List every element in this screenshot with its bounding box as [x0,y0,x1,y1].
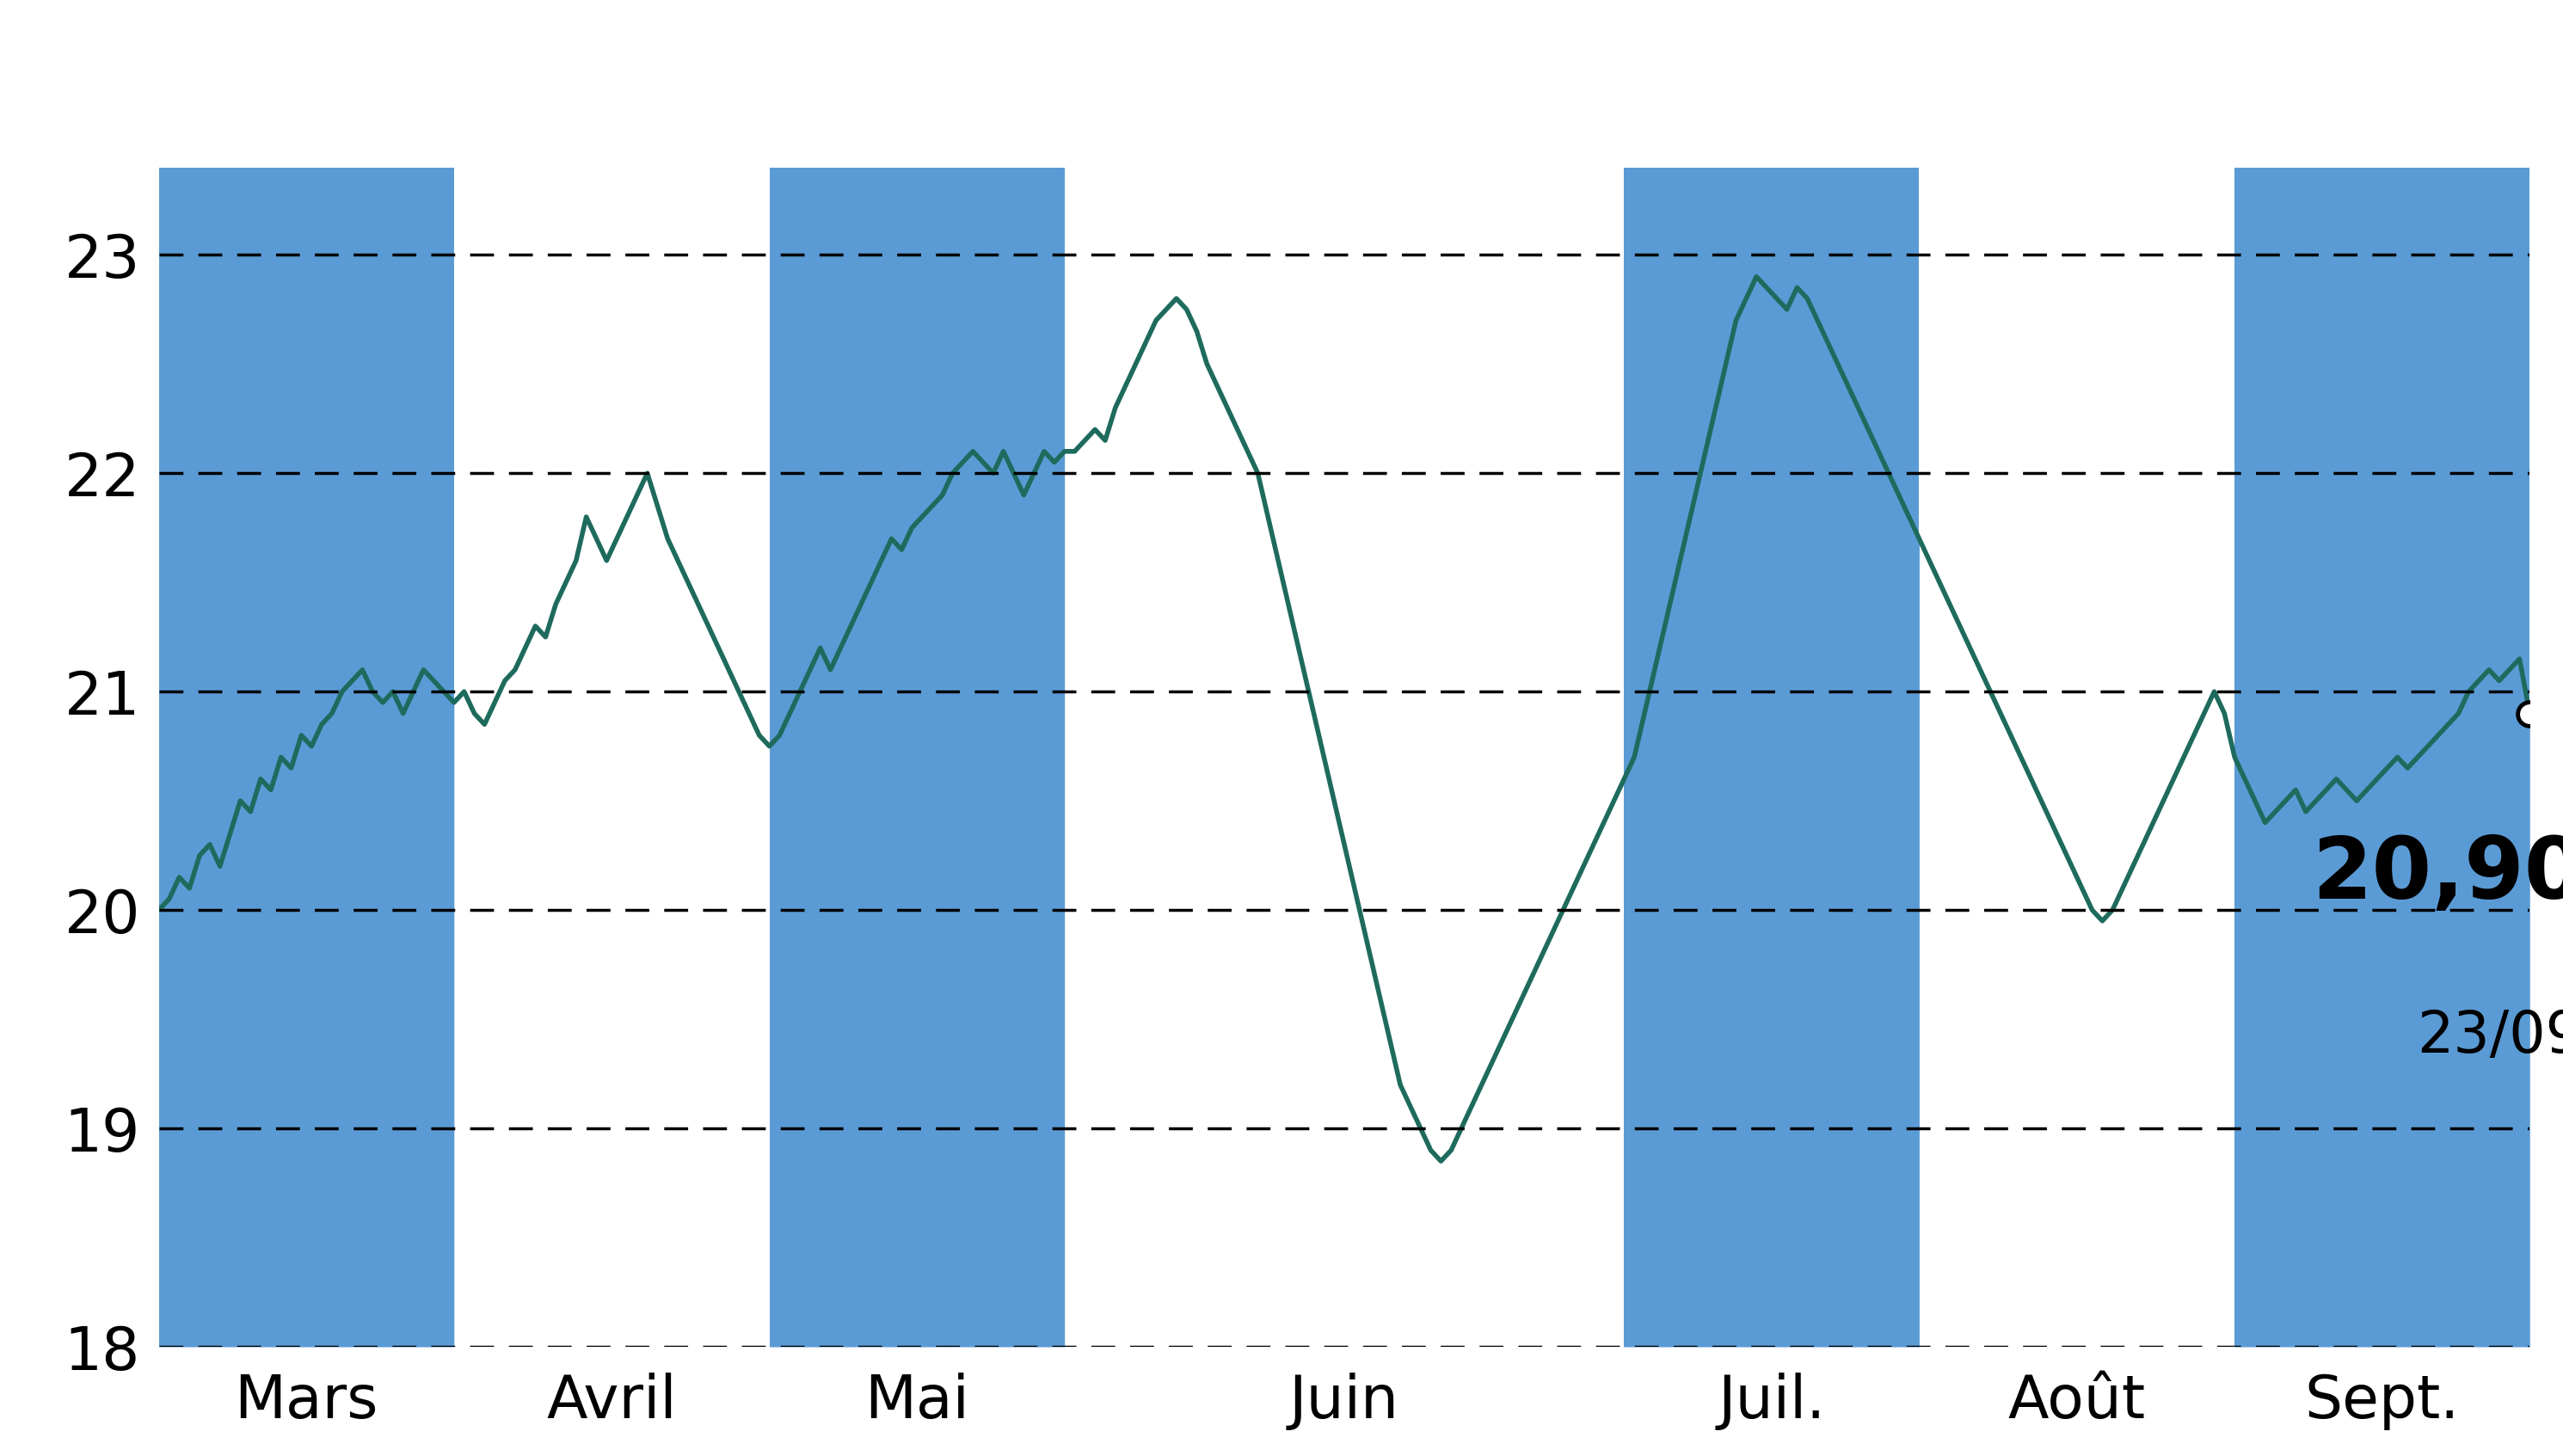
Text: PATRIMOINE ET COMM: PATRIMOINE ET COMM [420,12,2143,146]
Bar [769,167,1064,1347]
Bar [159,167,454,1347]
Bar [2235,167,2530,1347]
Text: 23/09: 23/09 [2417,1008,2563,1064]
Bar [1625,167,1920,1347]
Text: 20,90: 20,90 [2312,833,2563,917]
